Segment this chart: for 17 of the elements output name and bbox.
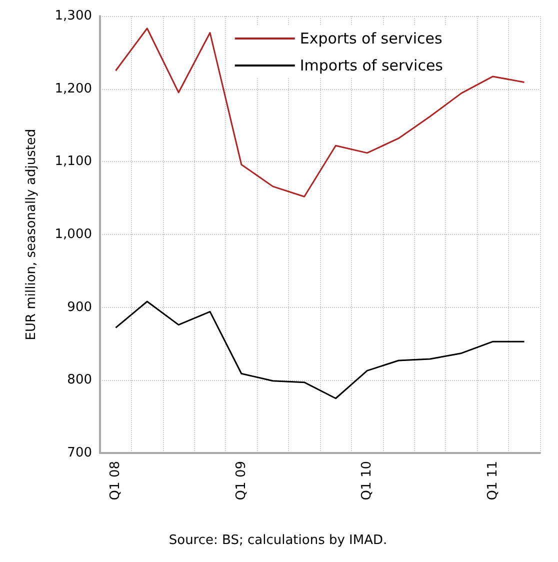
y-tick-label: 700 bbox=[67, 446, 92, 460]
line-series bbox=[114, 300, 526, 400]
source-note: Source: BS; calculations by IMAD. bbox=[168, 533, 388, 548]
y-tick-label: 1,100 bbox=[54, 154, 92, 170]
y-tick-label: 1,200 bbox=[54, 81, 92, 96]
x-tick-label: Q1 11 bbox=[485, 461, 500, 500]
y-tick-label: 1,000 bbox=[54, 227, 92, 242]
y-axis-title: EUR million, seasonally adjusted bbox=[24, 128, 39, 340]
y-tick-label: 900 bbox=[67, 300, 92, 315]
x-tick-label: Q1 09 bbox=[234, 461, 249, 500]
legend-label: Imports of services bbox=[300, 56, 444, 74]
x-tick-label: Q1 10 bbox=[360, 461, 375, 500]
line-series bbox=[114, 28, 526, 198]
legend-label: Exports of services bbox=[300, 30, 443, 48]
y-tick-label: 800 bbox=[67, 372, 92, 388]
x-tick-label: Q1 08 bbox=[108, 461, 124, 500]
y-tick-label: 1,300 bbox=[54, 8, 92, 24]
